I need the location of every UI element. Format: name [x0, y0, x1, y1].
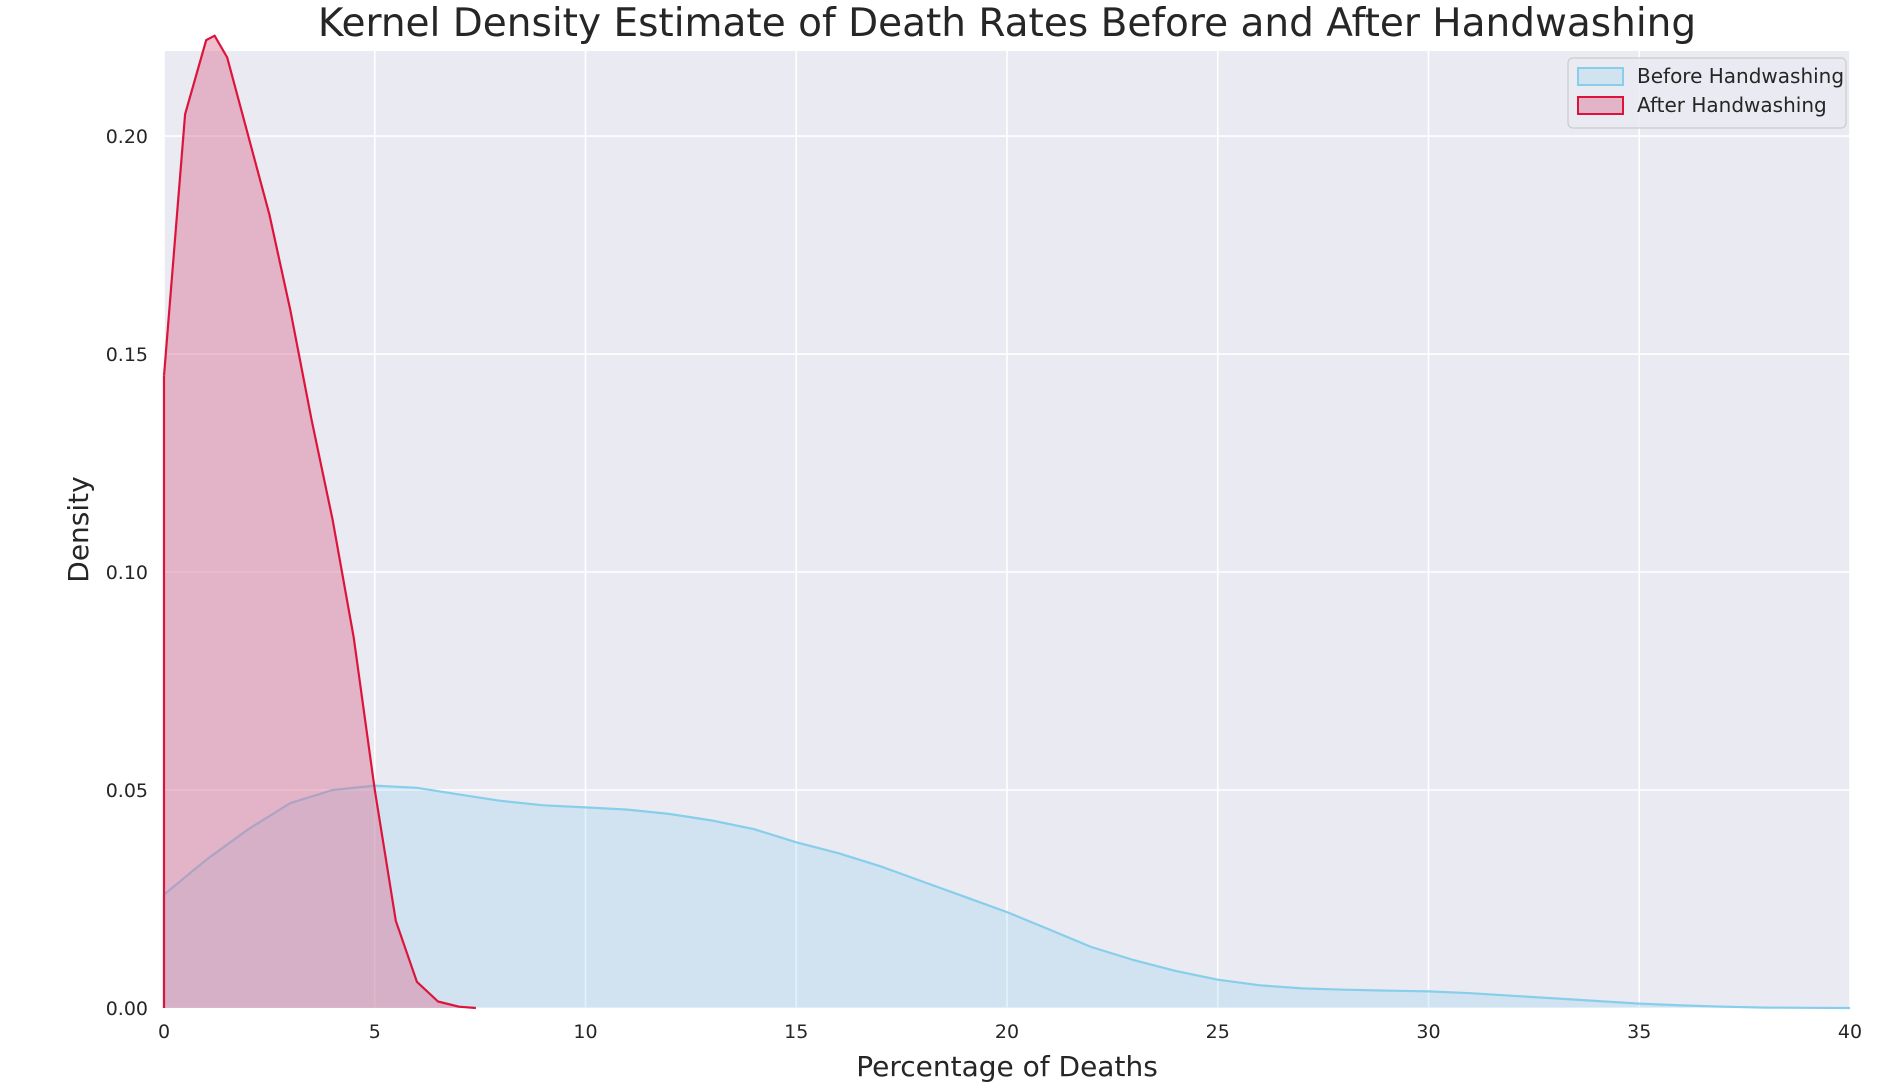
after-handwashing-legend-swatch — [1577, 96, 1624, 115]
x-axis-label: Percentage of Deaths — [856, 1050, 1158, 1083]
x-tick-label: 20 — [995, 1021, 1019, 1043]
y-tick-label: 0.00 — [106, 998, 148, 1020]
y-tick-label: 0.20 — [106, 126, 148, 148]
before-handwashing-line — [163, 784, 1851, 1010]
chart-title: Kernel Density Estimate of Death Rates B… — [318, 1, 1696, 46]
x-tick-label: 30 — [1416, 1021, 1440, 1043]
x-tick-label: 5 — [369, 1021, 381, 1043]
legend: Before Handwashing After Handwashing — [1567, 57, 1847, 129]
after-handwashing-legend-label: After Handwashing — [1637, 93, 1827, 117]
x-tick-label: 0 — [158, 1021, 170, 1043]
before-handwashing-legend-swatch — [1577, 67, 1624, 86]
grid-lines — [163, 51, 1851, 1009]
y-tick-label: 0.10 — [106, 562, 148, 584]
x-tick-label: 40 — [1838, 1021, 1862, 1043]
before-handwashing-area — [164, 785, 1850, 1008]
x-tick-label: 35 — [1627, 1021, 1651, 1043]
x-tick-label: 15 — [784, 1021, 808, 1043]
y-axis-label: Density — [62, 476, 95, 582]
x-tick-label: 25 — [1206, 1021, 1230, 1043]
x-tick-label: 10 — [573, 1021, 597, 1043]
after-handwashing-line — [162, 34, 476, 1010]
series-layer — [162, 34, 1851, 1010]
y-tick-label: 0.15 — [106, 344, 148, 366]
before-handwashing-legend-label: Before Handwashing — [1637, 64, 1844, 88]
y-tick-label: 0.05 — [106, 780, 148, 802]
y-tick-labels: 0.00 0.05 0.10 0.15 0.20 — [106, 126, 148, 1020]
after-handwashing-area — [164, 35, 476, 1008]
x-tick-labels: 0 5 10 15 20 25 30 35 40 — [158, 1021, 1862, 1043]
legend-box — [1567, 57, 1847, 129]
